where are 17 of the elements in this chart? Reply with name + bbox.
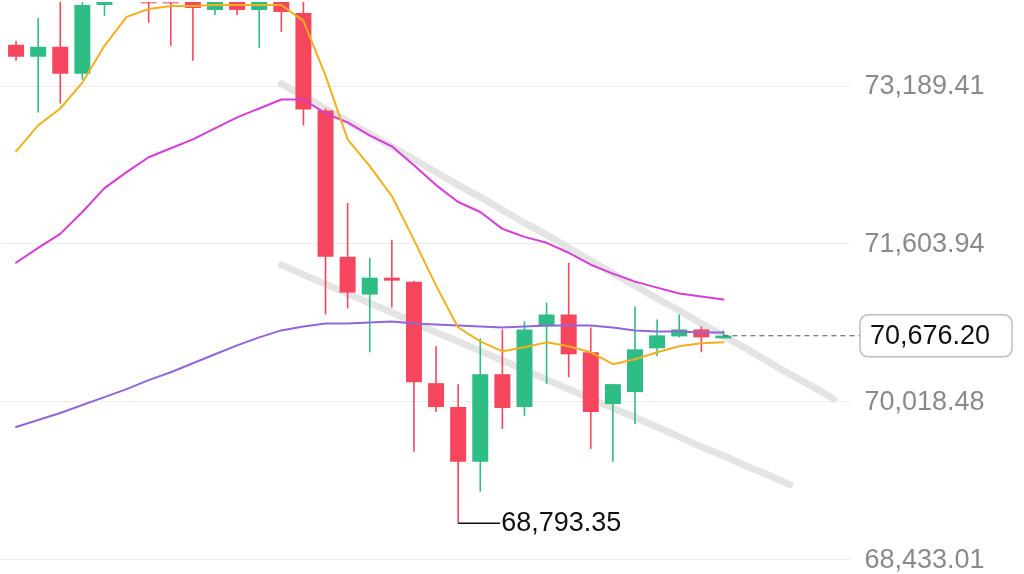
candlestick (604, 383, 621, 463)
line-series (15, 98, 725, 301)
candlestick (361, 256, 378, 354)
candlestick (30, 17, 47, 114)
candlestick (649, 318, 666, 358)
annotation: 68,793.35 (501, 507, 622, 538)
y-tick-label: 73,189.41 (864, 70, 985, 101)
candlestick (140, 2, 157, 24)
candlestick (428, 345, 445, 413)
y-tick-label: 70,018.48 (864, 385, 985, 416)
ref-line-label: 70,676.20 (870, 319, 991, 350)
candlestick (8, 40, 25, 62)
y-tick-label: 68,433.01 (864, 543, 985, 574)
line-series (15, 3, 725, 366)
y-tick-label: 71,603.94 (864, 227, 985, 258)
candlestick (162, 2, 179, 47)
candlestick (383, 239, 400, 309)
